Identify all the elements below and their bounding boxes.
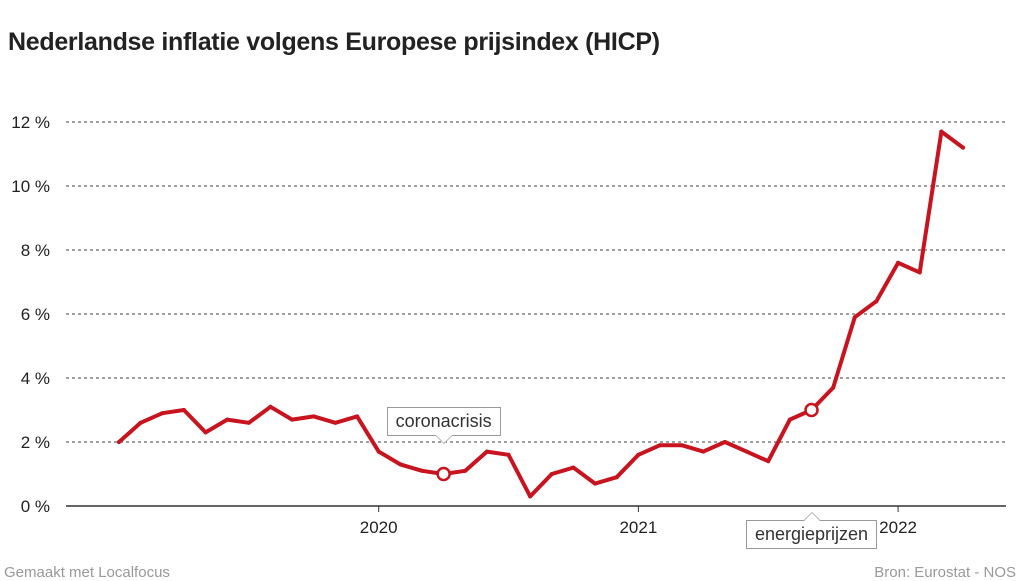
x-tick-label: 2020 [360, 518, 398, 537]
inflation-line [117, 129, 965, 499]
data-point [528, 494, 533, 499]
x-axis: 2020 2021 2022 [66, 505, 1006, 537]
data-point [398, 462, 403, 467]
y-tick-label: 0 % [21, 497, 50, 516]
data-point [225, 417, 230, 422]
grid-lines [66, 121, 1006, 443]
x-tick-label: 2022 [879, 518, 917, 537]
data-point [701, 449, 706, 454]
data-point [463, 468, 468, 473]
data-point [311, 414, 316, 419]
data-point [268, 404, 273, 409]
footer-credit: Gemaakt met Localfocus [4, 564, 170, 581]
data-point [636, 452, 641, 457]
x-tick-label: 2021 [619, 518, 657, 537]
data-point [896, 260, 901, 265]
annotation-label: coronacrisis [386, 407, 501, 444]
data-point [766, 459, 771, 464]
data-point [117, 440, 121, 444]
data-point [506, 452, 511, 457]
y-tick-label: 4 % [21, 369, 50, 388]
data-point [246, 420, 251, 425]
data-point [203, 430, 208, 435]
data-point [874, 299, 879, 304]
footer-source: Bron: Eurostat - NOS [874, 564, 1016, 581]
data-point [593, 481, 598, 486]
y-tick-label: 2 % [21, 433, 50, 452]
data-point [744, 449, 749, 454]
data-point [549, 472, 554, 476]
y-tick-label: 10 % [11, 177, 50, 196]
data-point [181, 408, 186, 412]
data-point [160, 411, 165, 416]
y-tick-label: 6 % [21, 305, 50, 324]
data-point [787, 417, 792, 422]
data-point [138, 420, 143, 425]
data-point [571, 465, 576, 470]
data-point [290, 417, 295, 422]
data-point [376, 449, 381, 454]
data-point [355, 414, 360, 419]
data-point [852, 315, 857, 320]
data-point [658, 443, 663, 448]
data-point [484, 449, 489, 454]
data-point [917, 270, 922, 275]
data-point [679, 443, 684, 448]
annotation-markers [436, 402, 819, 482]
y-tick-label: 8 % [21, 241, 50, 260]
chart-title: Nederlandse inflatie volgens Europese pr… [8, 28, 660, 56]
annotation-label: energieprijzen [746, 512, 878, 549]
data-point [961, 145, 965, 150]
data-point [333, 420, 338, 425]
data-point [419, 468, 424, 473]
y-tick-label: 12 % [11, 113, 50, 132]
data-point [831, 385, 836, 390]
annotation-marker [436, 466, 451, 482]
annotation-marker [804, 402, 819, 418]
y-axis-labels: 0 % 2 % 4 % 6 % 8 % 10 % 12 % [11, 113, 50, 516]
data-point [939, 129, 944, 134]
data-point [722, 440, 727, 444]
data-point [614, 475, 619, 480]
series-line [117, 129, 965, 499]
